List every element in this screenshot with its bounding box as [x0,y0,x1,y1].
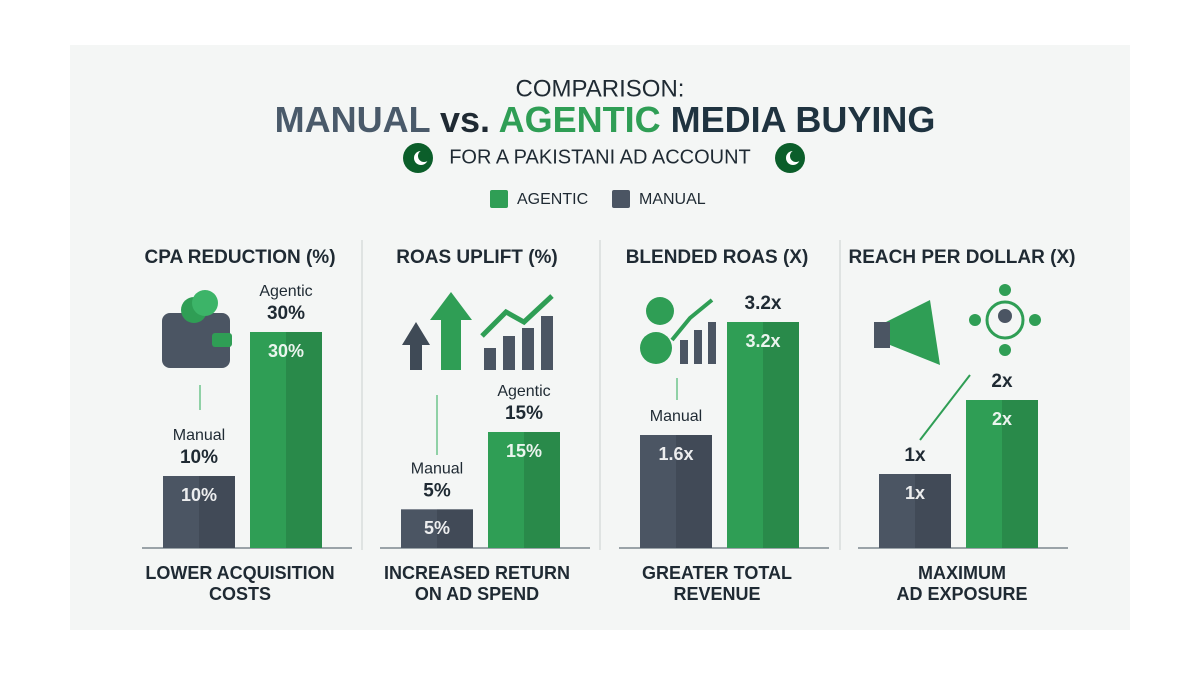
bar-value-inner: 1.6x [658,444,693,464]
panel-title: REACH PER DOLLAR (X) [849,247,1076,268]
legend-swatch [490,190,508,208]
bar-shade [763,322,799,548]
title-manual: MANUAL [275,99,430,140]
bar-shade [524,432,560,548]
title-agentic: AGENTIC [499,99,661,140]
bar-shade [915,474,951,548]
bar-value-label: 15% [505,403,543,424]
panel-title: CPA REDUCTION (%) [144,247,335,268]
category-label: Agentic [497,383,550,400]
bar-value-label: 3.2x [745,293,782,314]
bar-value-inner: 30% [268,341,304,361]
bar [879,474,951,548]
bar-shade [286,332,322,548]
category-label: Manual [411,461,463,478]
bar-value-label: 2x [991,371,1013,392]
bar [401,509,473,548]
panel-caption: AD EXPOSURE [896,584,1027,604]
panel-caption: MAXIMUM [918,563,1006,583]
bar-value-inner: 5% [424,518,450,538]
title-vs: vs. [430,99,499,140]
bar [163,476,235,548]
bar-shade [437,509,473,548]
legend-swatch [612,190,630,208]
legend: AGENTIC MANUAL [490,190,706,208]
dividers [361,240,841,550]
bar-value-label: 10% [180,447,218,468]
title-line-1: COMPARISON: [516,75,685,102]
bar-value-inner: 15% [506,441,542,461]
panel-title: ROAS UPLIFT (%) [396,247,558,268]
bar-shade [1002,400,1038,548]
title-line-2: MANUAL vs. AGENTIC MEDIA BUYING [275,99,936,140]
legend-label: MANUAL [639,191,706,208]
panel-caption: GREATER TOTAL [642,563,792,583]
panel-caption: REVENUE [673,584,760,604]
subtitle: FOR A PAKISTANI AD ACCOUNT [449,146,751,168]
bar-value-label: 1x [904,445,926,466]
bar-value-inner: 3.2x [745,331,780,351]
bar-shade [676,435,712,548]
bar [966,400,1038,548]
bar [488,432,560,548]
bar-value-inner: 2x [992,409,1012,429]
panel-title: BLENDED ROAS (X) [626,247,809,268]
legend-label: AGENTIC [517,191,588,208]
panel-caption: ON AD SPEND [415,584,539,604]
bar-value-inner: 10% [181,485,217,505]
reach-icon [874,284,1041,441]
category-label: Agentic [259,283,312,300]
category-label: Manual [650,408,702,425]
bar-value-inner: 1x [905,483,925,503]
bar [250,332,322,548]
bar [727,322,799,548]
panel-caption: INCREASED RETURN [384,563,570,583]
category-label: Manual [173,427,225,444]
bar [640,435,712,548]
bar-value-label: 30% [267,303,305,324]
panel-caption: COSTS [209,584,271,604]
revenue-icon [640,297,716,400]
flag-right [775,143,805,173]
title-rest: MEDIA BUYING [661,99,936,140]
flag-left [403,143,433,173]
growth-icon [402,292,554,455]
wallet-icon [162,290,232,410]
bar-value-label: 5% [423,480,451,501]
bar-shade [199,476,235,548]
panel-caption: LOWER ACQUISITION [145,563,334,583]
